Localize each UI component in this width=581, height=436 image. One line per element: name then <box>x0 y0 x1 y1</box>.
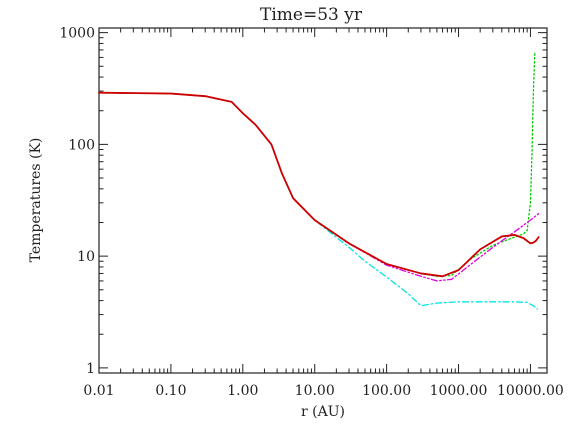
y-tick-label: 10 <box>77 249 95 265</box>
y-tick-label: 100 <box>68 137 95 153</box>
series-line-2 <box>98 92 539 310</box>
y-ticks: 1 10 100 1000 <box>59 26 547 377</box>
x-axis-label: r (AU) <box>301 404 345 420</box>
x-tick-label: 10000.00 <box>497 383 564 399</box>
x-tick-label: 1.00 <box>227 383 258 399</box>
y-tick-label: 1000 <box>59 26 95 42</box>
x-tick-label: 100.00 <box>362 383 411 399</box>
series-layer <box>98 52 540 310</box>
x-tick-label: 0.10 <box>155 383 186 399</box>
series-line-1 <box>98 52 536 277</box>
y-axis-label: Temperatures (K) <box>28 138 44 263</box>
x-ticks: 0.01 0.10 1.00 10.00 100.00 1000.00 10000.00 <box>83 28 564 399</box>
series-line-4 <box>98 91 540 278</box>
x-tick-label: 10.00 <box>295 383 335 399</box>
chart-title: Time=53 yr <box>260 5 363 25</box>
x-tick-label: 1000.00 <box>430 383 488 399</box>
plot-frame <box>98 27 548 374</box>
y-tick-label: 1 <box>86 361 95 377</box>
x-tick-label: 0.01 <box>83 383 114 399</box>
series-line-3 <box>98 92 540 282</box>
plot-area: 0.01 0.10 1.00 10.00 100.00 1000.00 10000.00 1… <box>59 26 563 399</box>
